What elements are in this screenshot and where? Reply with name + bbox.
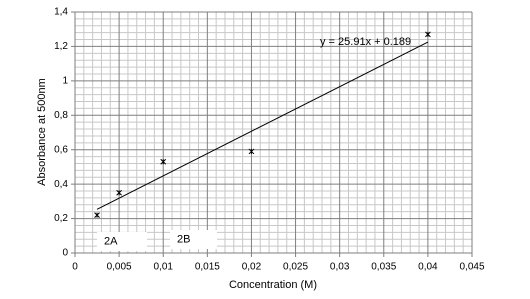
x-tick-label: 0,03 bbox=[330, 262, 350, 273]
y-tick-label: 0,8 bbox=[54, 110, 68, 121]
x-tick-label: 0,045 bbox=[459, 262, 484, 273]
x-tick-label: 0,005 bbox=[107, 262, 132, 273]
annotation-box bbox=[97, 232, 147, 251]
trendline-label: y = 25.91x + 0.189 bbox=[320, 36, 411, 48]
x-tick-label: 0,025 bbox=[283, 262, 308, 273]
y-tick-label: 0 bbox=[62, 248, 68, 259]
grid bbox=[74, 11, 473, 254]
x-axis-label: Concentration (M) bbox=[229, 279, 317, 291]
y-tick-label: 0,6 bbox=[54, 144, 68, 155]
y-tick-label: 1 bbox=[62, 75, 68, 86]
x-tick-label: 0,035 bbox=[371, 262, 396, 273]
x-tick-label: 0,01 bbox=[153, 262, 173, 273]
data-point bbox=[160, 158, 167, 165]
y-tick-label: 0,2 bbox=[54, 213, 68, 224]
data-point bbox=[425, 31, 431, 38]
y-tick-label: 1,2 bbox=[54, 41, 68, 52]
data-point bbox=[248, 148, 255, 155]
annotation-box bbox=[170, 230, 217, 249]
x-tick-label: 0,02 bbox=[242, 262, 262, 273]
y-axis-label: Absorbance at 500nm bbox=[36, 78, 48, 186]
annotation: 2A bbox=[104, 235, 118, 247]
data-point bbox=[116, 189, 122, 196]
x-tick-label: 0,015 bbox=[195, 262, 220, 273]
trendline bbox=[96, 41, 429, 210]
annotation: 2B bbox=[177, 233, 190, 245]
x-tick-label: 0 bbox=[72, 262, 78, 273]
x-tick-label: 0,04 bbox=[418, 262, 438, 273]
y-tick-label: 1,4 bbox=[54, 7, 68, 18]
data-point bbox=[94, 212, 100, 218]
y-tick-label: 0,4 bbox=[54, 179, 68, 190]
